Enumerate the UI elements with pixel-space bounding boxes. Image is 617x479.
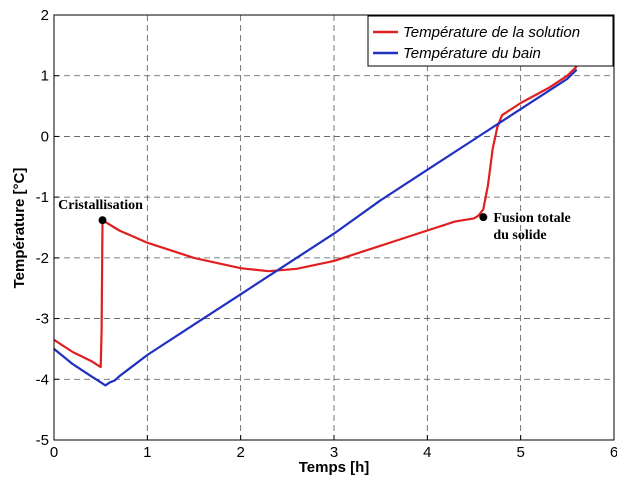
y-tick-label: 0 <box>41 128 49 145</box>
data-lines <box>53 65 578 387</box>
y-tick-label: -1 <box>36 189 49 206</box>
annotation-marker <box>98 216 107 225</box>
legend-label-solution: Température de la solution <box>403 24 580 41</box>
y-axis-label: Température [°C] <box>11 168 28 289</box>
y-tick-label: 1 <box>41 68 49 85</box>
y-tick-label: -4 <box>36 371 49 388</box>
legend: Température de la solution Température d… <box>367 15 614 67</box>
x-tick-label: 3 <box>330 444 338 461</box>
annotation-label: Fusion totale du solide <box>493 211 570 243</box>
x-tick-label: 2 <box>236 444 244 461</box>
series-line-1 <box>53 68 578 387</box>
y-tick-label: -3 <box>36 311 49 328</box>
annotation-label: Cristallisation <box>58 198 143 213</box>
ticks: 0 1 2 3 4 5 6 -5 -4 -3 -2 -1 0 1 2 <box>36 7 617 461</box>
x-tick-label: 5 <box>516 444 524 461</box>
grid <box>54 15 614 440</box>
x-tick-label: 4 <box>423 444 431 461</box>
x-tick-label: 1 <box>143 444 151 461</box>
annotation-marker <box>479 213 488 222</box>
series-line-0 <box>53 65 578 369</box>
y-tick-label: -2 <box>36 250 49 267</box>
x-tick-label: 0 <box>50 444 58 461</box>
y-tick-label: -5 <box>36 432 49 449</box>
legend-label-bain: Température du bain <box>403 45 541 62</box>
x-axis-label: Temps [h] <box>299 459 370 476</box>
annotations: Cristallisation Fusion totale du solide <box>58 198 571 243</box>
x-tick-label: 6 <box>610 444 617 461</box>
y-tick-label: 2 <box>41 7 49 24</box>
legend-box <box>367 15 614 67</box>
